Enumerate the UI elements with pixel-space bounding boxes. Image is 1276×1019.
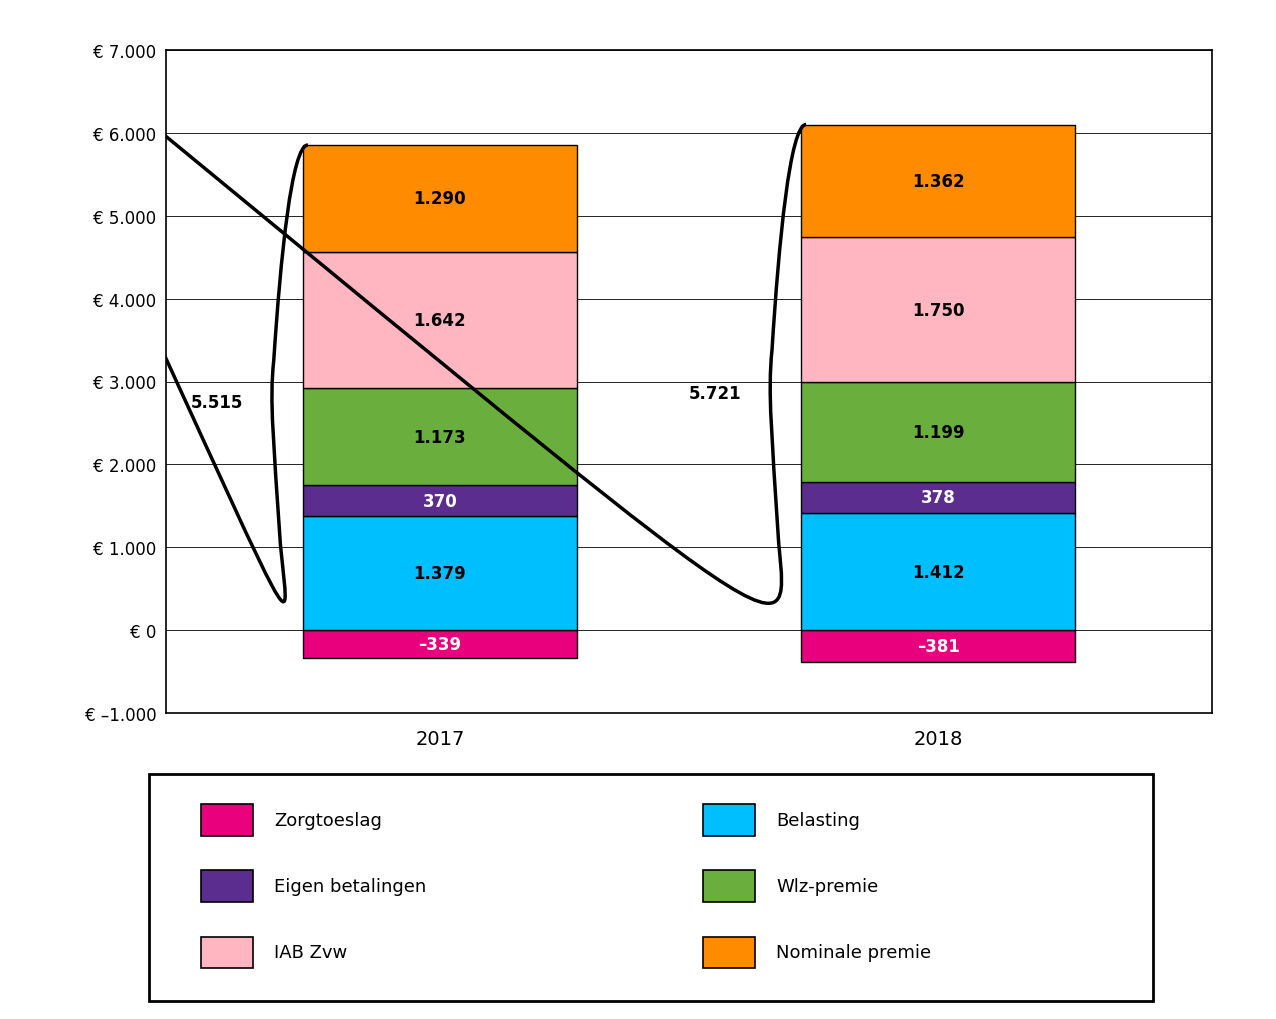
Text: Zorgtoeslag: Zorgtoeslag <box>274 811 382 829</box>
FancyBboxPatch shape <box>200 870 253 903</box>
Text: –339: –339 <box>419 636 462 653</box>
Text: 1.642: 1.642 <box>413 312 466 329</box>
Text: Nominale premie: Nominale premie <box>776 944 931 962</box>
FancyBboxPatch shape <box>703 936 755 968</box>
Bar <box>302 253 577 388</box>
Bar <box>801 383 1076 482</box>
Text: IAB Zvw: IAB Zvw <box>274 944 347 962</box>
FancyBboxPatch shape <box>200 936 253 968</box>
Text: –381: –381 <box>916 637 960 655</box>
Text: 5.515: 5.515 <box>190 393 244 412</box>
Bar <box>302 486 577 517</box>
Bar <box>801 514 1076 631</box>
Bar <box>801 631 1076 662</box>
FancyBboxPatch shape <box>703 870 755 903</box>
Bar <box>302 631 577 658</box>
Text: 1.290: 1.290 <box>413 191 466 208</box>
Text: Wlz-premie: Wlz-premie <box>776 877 879 896</box>
Bar <box>302 517 577 631</box>
Bar <box>302 146 577 253</box>
Text: 1.412: 1.412 <box>912 564 965 581</box>
FancyBboxPatch shape <box>703 805 755 837</box>
Text: 370: 370 <box>422 492 457 510</box>
Text: 1.173: 1.173 <box>413 428 466 446</box>
Text: 1.362: 1.362 <box>912 173 965 191</box>
Text: Eigen betalingen: Eigen betalingen <box>274 877 426 896</box>
Text: 378: 378 <box>921 489 956 506</box>
Text: 1.750: 1.750 <box>912 302 965 320</box>
Text: 1.199: 1.199 <box>912 424 965 441</box>
Text: 1.379: 1.379 <box>413 565 466 583</box>
Bar <box>801 482 1076 514</box>
FancyBboxPatch shape <box>200 805 253 837</box>
Bar <box>801 125 1076 238</box>
Text: 5.721: 5.721 <box>689 385 741 403</box>
Bar <box>302 388 577 486</box>
Bar <box>801 238 1076 383</box>
Text: Belasting: Belasting <box>776 811 860 829</box>
